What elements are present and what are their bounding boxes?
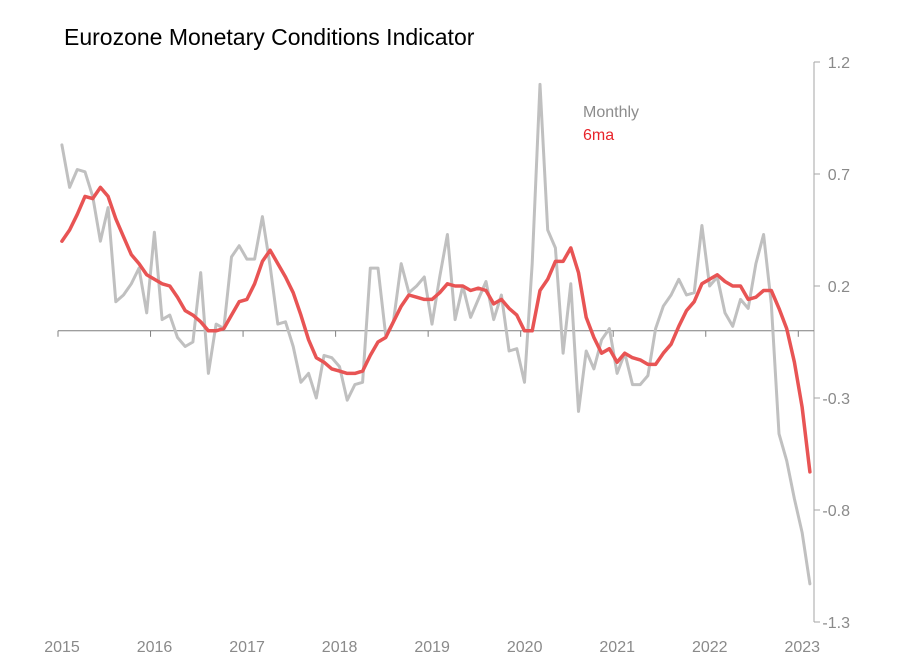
x-tick-label: 2017	[229, 639, 265, 656]
x-tick-label: 2018	[322, 639, 358, 656]
y-tick-label: -1.3	[822, 615, 850, 632]
x-tick-label: 2022	[692, 639, 728, 656]
legend-label-monthly: Monthly	[583, 104, 639, 121]
legend-label-6ma: 6ma	[583, 127, 614, 144]
y-tick-label: -0.3	[822, 391, 850, 408]
y-tick-label: 0.7	[828, 167, 850, 184]
axes: 1.2 0.7 0.2 -0.3 -0.8 -1.3 2015 2016 2017 2018 201…	[44, 55, 850, 656]
x-tick-label: 2019	[414, 639, 450, 656]
x-tick-label: 2021	[599, 639, 635, 656]
x-tick-label: 2016	[137, 639, 173, 656]
chart-title: Eurozone Monetary Conditions Indicator	[64, 24, 475, 50]
y-tick-label: -0.8	[822, 503, 850, 520]
y-tick-label: 0.2	[828, 279, 850, 296]
legend: Monthly 6ma	[583, 104, 639, 144]
series-line-6ma	[60, 185, 812, 474]
series-layer	[60, 82, 812, 586]
x-tick-label: 2023	[784, 639, 820, 656]
y-tick-label: 1.2	[828, 55, 850, 72]
x-tick-label: 2015	[44, 639, 80, 656]
x-tick-label: 2020	[507, 639, 543, 656]
series-line-monthly	[60, 82, 812, 586]
